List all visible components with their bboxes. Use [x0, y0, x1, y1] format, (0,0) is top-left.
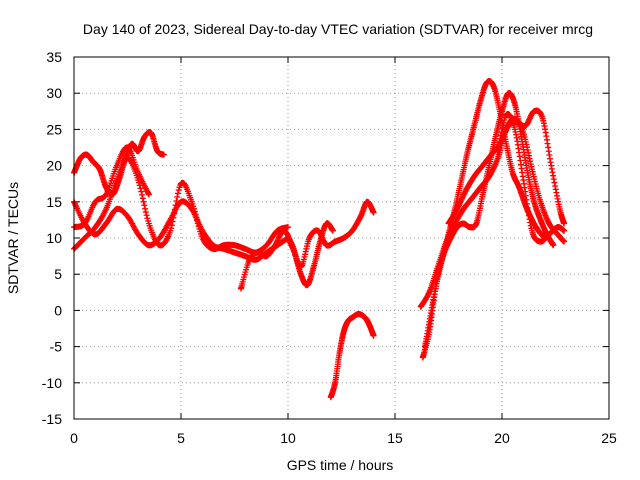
data-point [170, 214, 177, 221]
data-point [138, 188, 145, 195]
data-point [191, 208, 198, 215]
data-point [142, 205, 149, 212]
y-tick-label: -10 [42, 375, 62, 391]
series-trace-d [71, 144, 152, 231]
data-point [137, 185, 144, 192]
y-tick-label: 5 [54, 266, 62, 282]
data-point [139, 191, 146, 198]
x-axis-label: GPS time / hours [287, 457, 394, 473]
x-tick-label: 10 [280, 430, 296, 446]
data-point [140, 198, 147, 205]
data-point [285, 224, 291, 231]
x-tick-label: 0 [70, 430, 78, 446]
data-point [192, 211, 199, 218]
y-tick-label: 35 [46, 49, 62, 65]
y-axis-label: SDTVAR / TECUs [5, 182, 21, 294]
x-tick-label: 25 [601, 430, 617, 446]
data-point [561, 220, 568, 227]
series-trace-c [71, 129, 167, 198]
data-point [549, 169, 556, 176]
data-point [142, 209, 149, 216]
data-point [195, 223, 202, 230]
data-point [168, 225, 175, 232]
data-point [498, 129, 505, 136]
y-tick-label: 10 [46, 230, 62, 246]
y-tick-label: 20 [46, 158, 62, 174]
series-trace-f [285, 220, 336, 289]
data-point [551, 179, 558, 186]
data-point [370, 209, 377, 216]
data-point [499, 122, 506, 129]
data-point [497, 132, 504, 139]
data-point [561, 238, 568, 245]
data-point [550, 242, 557, 249]
data-point [174, 190, 181, 197]
data-point [194, 217, 201, 224]
data-point [145, 191, 152, 198]
data-point [173, 198, 180, 205]
data-point [139, 195, 146, 202]
data-point [550, 172, 557, 179]
data-point [143, 212, 150, 219]
data-points [71, 78, 568, 401]
data-point [194, 220, 201, 227]
y-tick-label: 0 [54, 302, 62, 318]
y-tick-label: 30 [46, 85, 62, 101]
y-tick-label: -15 [42, 411, 62, 427]
data-point [168, 222, 175, 229]
y-tick-label: 25 [46, 121, 62, 137]
data-point [160, 151, 167, 158]
y-tick-label: -5 [50, 339, 63, 355]
x-tick-label: 20 [494, 430, 510, 446]
data-point [190, 205, 197, 212]
data-point [370, 332, 377, 339]
data-point [171, 206, 178, 213]
y-tick-label: 15 [46, 194, 62, 210]
data-point [329, 227, 336, 234]
data-point [175, 187, 182, 194]
data-point [552, 182, 559, 189]
series-trace-k [445, 107, 568, 227]
series-trace-g [327, 311, 377, 401]
data-point [499, 125, 506, 132]
data-point [144, 215, 151, 222]
data-point [550, 176, 557, 183]
data-point [141, 202, 148, 209]
data-point [169, 218, 176, 225]
data-point [172, 202, 179, 209]
data-point [174, 194, 181, 201]
data-point [561, 227, 568, 234]
x-tick-label: 15 [387, 430, 403, 446]
x-tick-label: 5 [177, 430, 185, 446]
plot-frame [73, 56, 610, 420]
series-trace-e [237, 198, 377, 292]
series-trace-l [494, 111, 568, 245]
data-point [193, 214, 200, 221]
chart-title: Day 140 of 2023, Sidereal Day-to-day VTE… [83, 21, 593, 37]
data-point [171, 210, 178, 217]
